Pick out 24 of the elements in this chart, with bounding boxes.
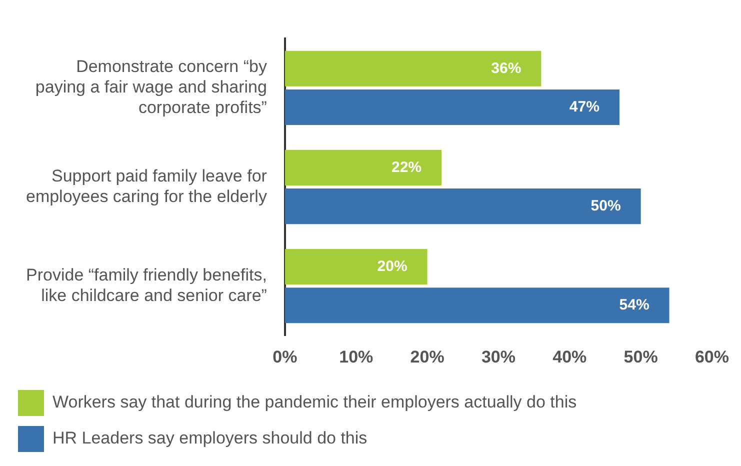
- bar: [284, 188, 641, 224]
- y-tick-label: Provide “family friendly benefits, like childcare and senior care”: [26, 266, 268, 305]
- data-label: 20%: [377, 258, 408, 275]
- y-tick-label: Support paid family leave for employees caring for the elderly: [26, 166, 268, 206]
- bar: [284, 89, 620, 126]
- bar: [284, 248, 428, 285]
- data-label: 36%: [491, 60, 522, 77]
- bar: [284, 288, 670, 324]
- bar: [284, 50, 542, 86]
- bar: [284, 150, 442, 186]
- data-label: 22%: [392, 158, 422, 176]
- x-tick-label: 30%: [481, 347, 516, 366]
- x-tick-label: 20%: [410, 347, 444, 366]
- legend-label: Workers say that during the pandemic their employers actually do this: [52, 392, 577, 412]
- data-label: 54%: [619, 296, 650, 314]
- data-label: 47%: [569, 98, 600, 116]
- legend-label: HR Leaders say employers should do this: [52, 428, 368, 448]
- x-tick-label: 10%: [339, 347, 374, 366]
- x-tick-label: 60%: [694, 347, 730, 366]
- x-tick-label: 50%: [624, 347, 658, 366]
- x-tick-label: 40%: [552, 347, 587, 366]
- x-tick-label: 0%: [272, 347, 298, 366]
- data-label: 50%: [590, 197, 621, 214]
- y-tick-label: Demonstrate concern “by paying a fair wage and sharing corporate profits”: [35, 57, 268, 118]
